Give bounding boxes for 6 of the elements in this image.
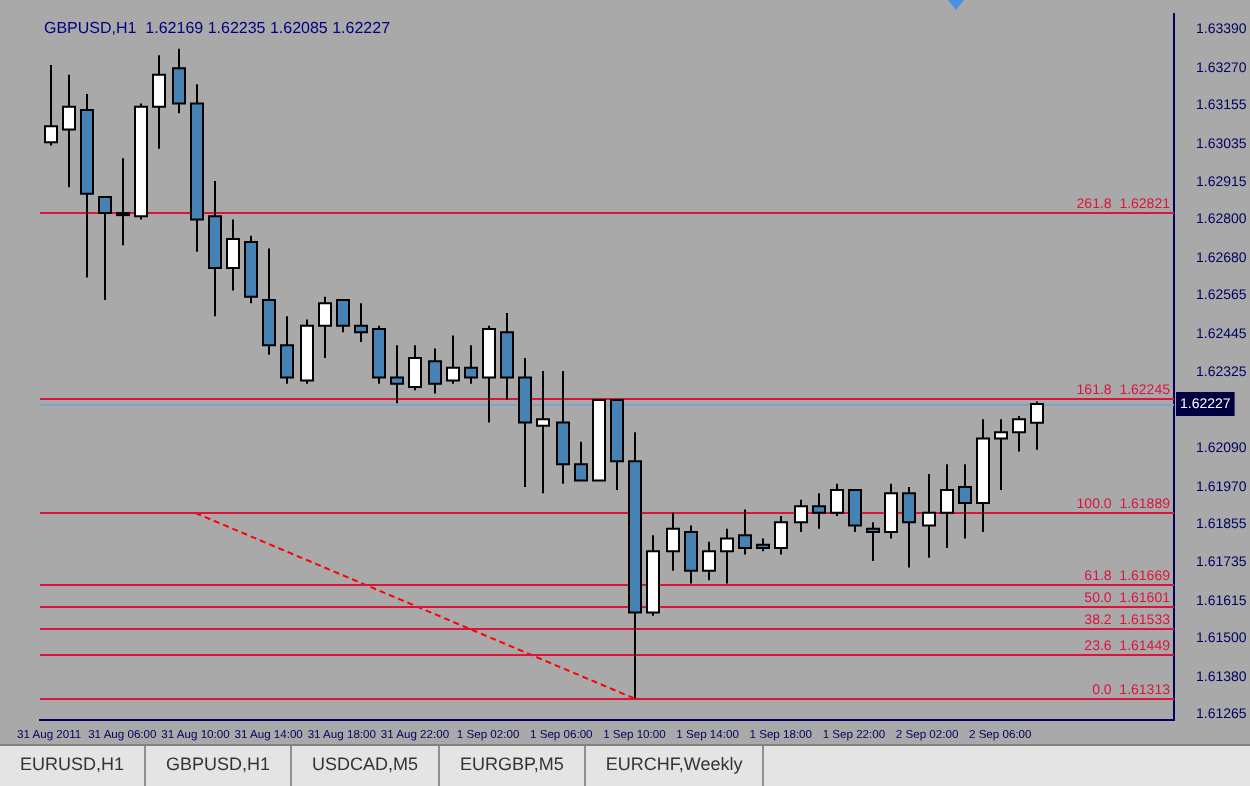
text: USDCAD,M5 — [292, 746, 441, 786]
text: EURCHF,Weekly — [585, 746, 765, 786]
text: EURGBP,M5 — [440, 746, 586, 786]
chart-title: GBPUSD,H1 1.62169 1.62235 1.62085 1.62227 — [44, 18, 392, 37]
text: GBPUSD,H1 — [146, 746, 293, 786]
text: EURUSD,H1 — [0, 746, 147, 786]
